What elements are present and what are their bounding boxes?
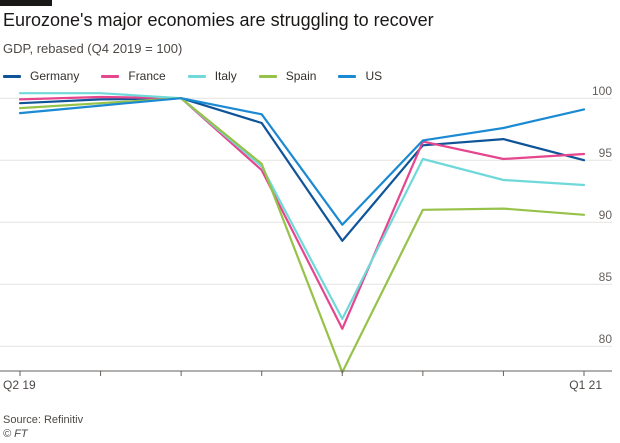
series-line-germany [18, 97, 586, 242]
y-tick-label: 85 [599, 270, 613, 284]
legend-item-germany: Germany [3, 69, 79, 83]
legend-swatch [338, 74, 357, 78]
legend-item-italy: Italy [187, 69, 237, 83]
y-tick-label: 95 [599, 146, 613, 160]
series-line-us [18, 97, 586, 226]
legend-swatch [187, 74, 206, 78]
chart-title: Eurozone's major economies are strugglin… [3, 10, 434, 30]
legend-label: US [365, 69, 383, 83]
series-line-spain [18, 97, 586, 374]
series-line-italy [18, 92, 586, 320]
chart-axis: Q2 19 Q1 21 [0, 370, 612, 392]
x-tick-label: Q2 19 [3, 378, 36, 392]
chart-legend: Germany France Italy Spain US [3, 69, 404, 83]
legend-item-us: US [338, 69, 382, 83]
y-tick-label: 80 [599, 332, 613, 346]
legend-swatch [3, 74, 21, 78]
x-tick-label: Q1 21 [569, 378, 602, 392]
series-line-france [18, 95, 586, 330]
legend-label: Italy [214, 69, 237, 83]
chart-grid: 80 85 90 95 100 [0, 84, 613, 347]
legend-label: France [128, 69, 166, 83]
legend-item-spain: Spain [258, 69, 317, 83]
y-tick-label: 100 [592, 84, 612, 98]
y-tick-label: 90 [599, 208, 613, 222]
legend-label: Germany [30, 69, 80, 83]
credit-note: © FT [3, 428, 28, 440]
brand-bar [0, 0, 52, 6]
legend-swatch [258, 74, 277, 78]
source-note: Source: Refinitiv [3, 414, 84, 426]
legend-item-france: France [101, 69, 166, 83]
legend-label: Spain [285, 69, 317, 83]
legend-swatch [101, 74, 120, 78]
chart-subtitle: GDP, rebased (Q4 2019 = 100) [3, 41, 183, 56]
line-chart: 80 85 90 95 100 Q2 19 Q1 21 [0, 84, 613, 392]
chart-series [18, 92, 586, 374]
